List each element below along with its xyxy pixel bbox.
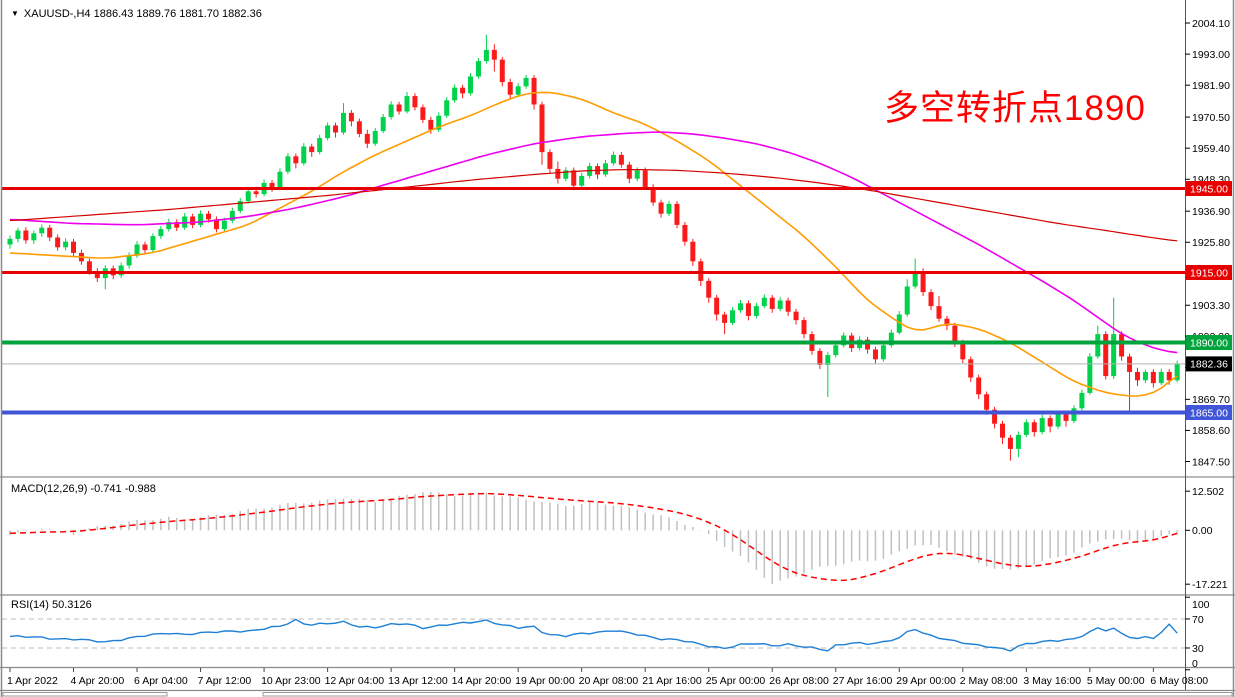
time-tick-label: 2 May 08:00	[960, 675, 1018, 687]
time-tick-label: 6 May 08:00	[1150, 675, 1208, 687]
price-tick-label: 2004.10	[1192, 18, 1230, 30]
macd-tick-label: -17.221	[1192, 579, 1228, 591]
moving-averages-group	[9, 91, 1178, 397]
symbol-info-text: XAUUSD-,H4 1886.43 1889.76 1881.70 1882.…	[23, 8, 262, 20]
price-tick-label: 1903.30	[1192, 300, 1230, 312]
price-tag-1865.00[interactable]: 1865.00	[1186, 405, 1232, 420]
rsi-indicator-label: RSI(14) 50.3126	[11, 599, 92, 611]
time-tick-label: 20 Apr 08:00	[579, 675, 639, 687]
price-tick-label: 1981.90	[1192, 80, 1230, 92]
time-tick-label: 5 May 00:00	[1087, 675, 1145, 687]
price-tag-text: 1882.36	[1190, 359, 1228, 371]
rsi-tick-label: 30	[1192, 643, 1204, 655]
collapse-arrow-icon[interactable]: ▼	[11, 9, 19, 18]
price-axis[interactable]: 2004.101993.001981.901970.501959.401948.…	[1185, 18, 1232, 468]
price-tag-1882.36[interactable]: 1882.36	[1186, 356, 1232, 372]
rsi-tick-label: 0	[1192, 658, 1198, 670]
price-tick-label: 1936.90	[1192, 206, 1230, 218]
candles-group	[7, 34, 1180, 461]
price-tag-1945.00[interactable]: 1945.00	[1186, 181, 1232, 196]
price-tick-label: 1858.60	[1192, 425, 1230, 437]
price-tag-text: 1945.00	[1190, 183, 1228, 195]
time-tick-label: 3 May 16:00	[1023, 675, 1081, 687]
time-tick-label: 21 Apr 16:00	[642, 675, 702, 687]
price-tick-label: 1847.50	[1192, 456, 1230, 468]
statusbar-panel	[2, 692, 168, 697]
price-tag-text: 1915.00	[1190, 267, 1228, 279]
price-tag-1890.00[interactable]: 1890.00	[1186, 335, 1232, 350]
price-tick-label: 1993.00	[1192, 49, 1230, 61]
price-tick-label: 1970.50	[1192, 112, 1230, 124]
time-tick-label: 13 Apr 12:00	[388, 675, 448, 687]
price-tag-1915.00[interactable]: 1915.00	[1186, 265, 1232, 280]
time-axis[interactable]: 1 Apr 2022 4 Apr 20:00 6 Apr 04:00 7 Apr 12…	[7, 668, 1208, 687]
time-tick-label: 10 Apr 23:00	[261, 675, 321, 687]
macd-signal-line	[9, 492, 1178, 582]
horizontal-levels-group[interactable]	[2, 187, 1185, 415]
time-tick-label: 19 Apr 00:00	[515, 675, 575, 687]
statusbar-panel	[262, 692, 1233, 697]
time-tick-label: 25 Apr 00:00	[706, 675, 766, 687]
time-tick-label: 7 Apr 12:00	[198, 675, 252, 687]
rsi-tick-label: 70	[1192, 614, 1204, 626]
time-tick-label: 12 Apr 04:00	[325, 675, 385, 687]
time-tick-label: 29 Apr 00:00	[896, 675, 956, 687]
time-tick-label: 1 Apr 2022	[7, 675, 58, 687]
price-tick-label: 1925.80	[1192, 237, 1230, 249]
time-tick-label: 27 Apr 16:00	[833, 675, 893, 687]
rsi-line	[9, 618, 1178, 652]
time-tick-label: 26 Apr 08:00	[769, 675, 829, 687]
macd-pane[interactable]	[9, 491, 1178, 585]
time-tick-label: 6 Apr 04:00	[134, 675, 188, 687]
macd-indicator-label: MACD(12,26,9) -0.741 -0.988	[11, 483, 156, 495]
price-tag-text: 1890.00	[1190, 337, 1228, 349]
price-tick-label: 1959.40	[1192, 143, 1230, 155]
ma-mid-magenta-line	[9, 131, 1178, 354]
macd-tick-label: 12.502	[1192, 486, 1224, 498]
rsi-tick-label: 100	[1192, 599, 1210, 611]
rsi-pane[interactable]	[2, 618, 1185, 652]
macd-tick-label: 0.00	[1192, 525, 1213, 537]
time-tick-label: 4 Apr 20:00	[71, 675, 125, 687]
time-tick-label: 14 Apr 20:00	[452, 675, 512, 687]
symbol-info: ▼ XAUUSD-,H4 1886.43 1889.76 1881.70 1882…	[11, 8, 262, 20]
price-tag-text: 1865.00	[1190, 407, 1228, 419]
indicator-axes[interactable]: 12.502 0.00 -17.221 100 70 30 0	[1185, 486, 1228, 671]
ma-fast-orange-line	[9, 91, 1178, 397]
ma-slow-red-line	[9, 169, 1178, 242]
price-tick-label: 1869.70	[1192, 394, 1230, 406]
